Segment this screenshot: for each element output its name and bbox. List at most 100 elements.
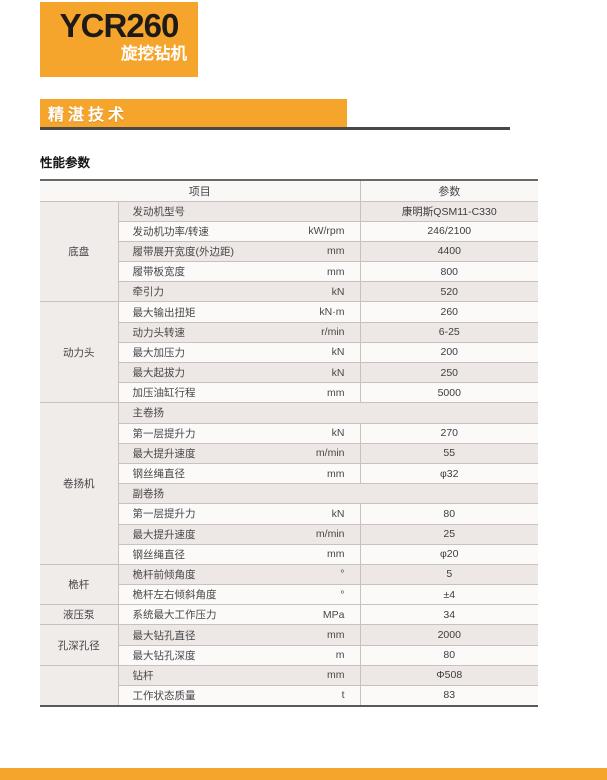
item-cell: 工作状态质量 t bbox=[118, 684, 360, 706]
spec-row: 牵引力 kN 520 bbox=[40, 281, 538, 302]
category-cell: 液压泵 bbox=[40, 604, 119, 625]
item-unit: r/min bbox=[321, 326, 345, 339]
param-value: ±4 bbox=[359, 584, 538, 605]
table-title: 性能参数 bbox=[40, 156, 91, 170]
param-value: 246/2100 bbox=[359, 220, 538, 242]
item-cell: 钻杆 mm bbox=[118, 664, 360, 686]
item-cell: 动力头转速 r/min bbox=[118, 321, 360, 343]
category-cell: 卷扬机 bbox=[40, 402, 119, 565]
category-cell bbox=[40, 664, 119, 706]
param-value: φ32 bbox=[359, 462, 538, 484]
item-cell: 最大提升速度 m/min bbox=[118, 442, 360, 464]
spec-row: 钻杆 mm Φ508 bbox=[40, 664, 538, 706]
section-banner-title: 精湛技术 bbox=[48, 107, 129, 124]
item-cell: 最大钻孔直径 mm bbox=[118, 624, 360, 646]
param-value: 2000 bbox=[359, 624, 538, 646]
category-cell: 底盘 bbox=[40, 200, 119, 302]
item-unit: kW/rpm bbox=[308, 225, 345, 238]
spec-row: 最大提升速度 m/min 55 bbox=[40, 442, 538, 464]
param-value: 800 bbox=[359, 261, 538, 282]
item-cell: 发动机功率/转速 kW/rpm bbox=[118, 220, 360, 242]
param-value: 55 bbox=[359, 442, 538, 464]
item-cell: 钢丝绳直径 mm bbox=[118, 462, 360, 484]
spec-table-head: 项目 参数 bbox=[40, 180, 538, 202]
spec-row: 钢丝绳直径 mm φ32 bbox=[40, 462, 538, 484]
item-name: 发动机功率/转速 bbox=[132, 225, 209, 238]
item-cell: 最大起拔力 kN bbox=[118, 361, 360, 383]
param-value: 6-25 bbox=[359, 321, 538, 343]
param-value: Φ508 bbox=[359, 664, 538, 686]
item-name: 钢丝绳直径 bbox=[132, 548, 186, 561]
spec-row: 钢丝绳直径 mm φ20 bbox=[40, 543, 538, 565]
spec-row: 动力头 最大输出扭矩 kN·m 260 bbox=[40, 301, 538, 403]
item-cell: 最大钻孔深度 m bbox=[118, 644, 360, 666]
spec-row: 履带板宽度 mm 800 bbox=[40, 261, 538, 282]
item-name: 发动机型号 bbox=[132, 205, 186, 218]
spec-row: 桅杆 桅杆前倾角度 ° 5 bbox=[40, 563, 538, 605]
param-value: 4400 bbox=[359, 240, 538, 262]
param-value: 34 bbox=[359, 604, 538, 625]
param-value: 200 bbox=[359, 341, 538, 363]
item-name: 钻杆 bbox=[132, 669, 154, 682]
item-cell: 钢丝绳直径 mm bbox=[118, 543, 360, 565]
item-cell: 第一层提升力 kN bbox=[118, 503, 360, 524]
header-item: 项目 bbox=[40, 180, 360, 202]
section-banner: 精湛技术 bbox=[40, 99, 347, 127]
item-unit: kN·m bbox=[319, 306, 345, 319]
banner-underline bbox=[40, 127, 510, 130]
model-name: YCR260 bbox=[59, 7, 180, 44]
param-value: 260 bbox=[359, 301, 538, 323]
item-unit: m/min bbox=[315, 528, 345, 541]
subgroup-cell: 副卷扬 bbox=[118, 483, 538, 504]
header-param: 参数 bbox=[359, 180, 538, 202]
subgroup-label: 主卷扬 bbox=[132, 407, 165, 420]
spec-row: 副卷扬 bbox=[40, 483, 538, 504]
item-cell: 系统最大工作压力 MPa bbox=[118, 604, 360, 625]
spec-row: 底盘 发动机型号 康明斯QSM11-C330 bbox=[40, 200, 538, 302]
spec-row: 第一层提升力 kN 80 bbox=[40, 503, 538, 524]
item-name: 动力头转速 bbox=[132, 326, 186, 339]
spec-row: 卷扬机 主卷扬 bbox=[40, 402, 538, 565]
param-value: 250 bbox=[359, 361, 538, 383]
item-unit: mm bbox=[327, 265, 345, 278]
item-unit: mm bbox=[327, 386, 345, 399]
item-cell: 最大提升速度 m/min bbox=[118, 523, 360, 545]
item-name: 第一层提升力 bbox=[132, 427, 196, 440]
item-unit: mm bbox=[327, 245, 345, 258]
param-value: 520 bbox=[359, 281, 538, 302]
spec-row: 加压油缸行程 mm 5000 bbox=[40, 382, 538, 403]
item-unit: kN bbox=[331, 427, 345, 440]
subgroup-cell: 主卷扬 bbox=[118, 402, 538, 424]
spec-row: 动力头转速 r/min 6-25 bbox=[40, 321, 538, 343]
item-unit: MPa bbox=[322, 608, 345, 621]
item-name: 最大起拔力 bbox=[132, 367, 186, 380]
item-unit: kN bbox=[331, 346, 345, 359]
item-cell: 牵引力 kN bbox=[118, 281, 360, 302]
spec-row: 第一层提升力 kN 270 bbox=[40, 422, 538, 444]
spec-row: 孔深孔径 最大钻孔直径 mm 2000 bbox=[40, 624, 538, 666]
item-cell: 履带板宽度 mm bbox=[118, 261, 360, 282]
param-value: 83 bbox=[359, 684, 538, 706]
spec-table-body: 底盘 发动机型号 康明斯QSM11-C330 发动机功率/转速 kW/rpm 246/21… bbox=[40, 200, 538, 706]
subgroup-label: 副卷扬 bbox=[132, 488, 165, 501]
item-unit: m/min bbox=[315, 447, 345, 460]
spec-row: 桅杆左右倾斜角度 ° ±4 bbox=[40, 584, 538, 605]
spec-row: 最大加压力 kN 200 bbox=[40, 341, 538, 363]
item-name: 加压油缸行程 bbox=[132, 387, 196, 400]
item-name: 钢丝绳直径 bbox=[132, 468, 186, 481]
item-name: 最大钻孔深度 bbox=[132, 649, 196, 662]
item-unit: ° bbox=[340, 588, 345, 601]
product-type-label: 旋挖钻机 bbox=[121, 45, 187, 63]
param-value: 80 bbox=[359, 644, 538, 666]
param-value: 25 bbox=[359, 523, 538, 545]
item-name: 履带展开宽度(外边距) bbox=[132, 245, 235, 258]
item-name: 桅杆左右倾斜角度 bbox=[132, 589, 217, 602]
category-cell: 桅杆 bbox=[40, 563, 119, 605]
item-unit: mm bbox=[327, 467, 345, 480]
footer-bar bbox=[0, 768, 607, 780]
spec-row: 工作状态质量 t 83 bbox=[40, 684, 538, 706]
item-unit: m bbox=[335, 649, 345, 662]
item-name: 工作状态质量 bbox=[132, 689, 196, 702]
spec-row: 液压泵 系统最大工作压力 MPa 34 bbox=[40, 604, 538, 625]
item-unit: kN bbox=[331, 366, 345, 379]
